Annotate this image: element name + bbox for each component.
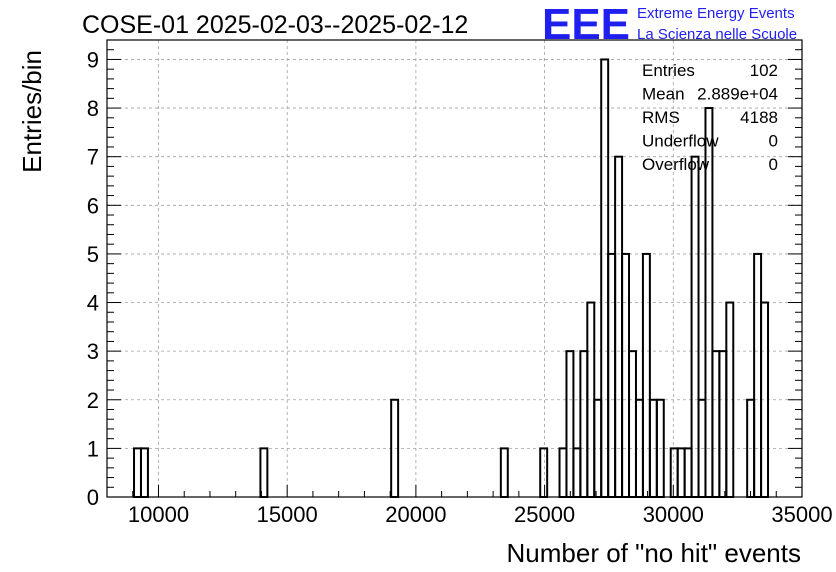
x-tick-label: 10000 <box>128 502 189 527</box>
y-tick-label: 5 <box>87 242 99 267</box>
logo-line2: La Scienza nelle Scuole <box>637 26 797 43</box>
stats-box: Entries 102 Mean 2.889e+04 RMS 4188 Underflow 0… <box>642 61 778 174</box>
x-tick-label: 25000 <box>514 502 575 527</box>
x-axis-label: Number of "no hit" events <box>507 538 802 568</box>
stat-value: 0 <box>769 132 778 151</box>
stat-label: Overflow <box>642 155 710 174</box>
stat-label: RMS <box>642 108 680 127</box>
stat-value: 4188 <box>740 108 778 127</box>
y-tick-label: 6 <box>87 193 99 218</box>
stat-value: 0 <box>769 155 778 174</box>
x-tick-label: 15000 <box>257 502 318 527</box>
stat-label: Mean <box>642 85 685 104</box>
y-tick-label: 9 <box>87 47 99 72</box>
grid-lines <box>107 40 802 497</box>
y-tick-label: 4 <box>87 291 99 316</box>
stat-label: Underflow <box>642 132 719 151</box>
y-tick-label: 8 <box>87 96 99 121</box>
y-tick-label: 1 <box>87 436 99 461</box>
x-tick-label: 20000 <box>385 502 446 527</box>
y-tick-label: 7 <box>87 145 99 170</box>
axis-ticks <box>106 39 803 498</box>
plot-frame <box>106 39 803 498</box>
logo-line1: Extreme Energy Events <box>637 5 795 22</box>
stat-value: 102 <box>750 61 778 80</box>
y-tick-labels: 0 1 2 3 4 5 6 7 8 9 <box>87 47 99 510</box>
x-tick-label: 30000 <box>643 502 704 527</box>
y-axis-label: Entries/bin <box>17 50 47 173</box>
x-tick-labels: 10000 15000 20000 25000 30000 35000 <box>128 502 833 527</box>
eee-logo-mark: EEE <box>542 0 630 49</box>
chart-title: COSE-01 2025-02-03--2025-02-12 <box>82 11 468 39</box>
stat-value: 2.889e+04 <box>697 85 778 104</box>
y-tick-label: 2 <box>87 388 99 413</box>
eee-logo: EEE Extreme Energy Events La Scienza nel… <box>542 0 797 49</box>
y-tick-label: 3 <box>87 339 99 364</box>
y-tick-label: 0 <box>87 485 99 510</box>
x-tick-label: 35000 <box>771 502 832 527</box>
stat-label: Entries <box>642 61 695 80</box>
